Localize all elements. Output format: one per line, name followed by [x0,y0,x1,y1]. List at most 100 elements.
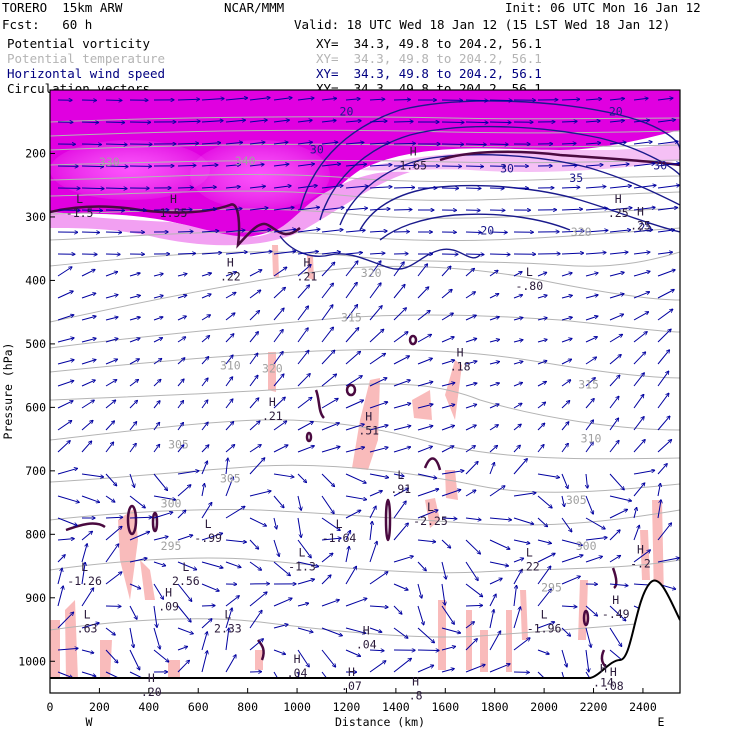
vector-arrow-446 [153,473,167,490]
vector-arrow-538 [489,539,510,549]
vector-arrow-302 [441,337,454,343]
vector-arrow-63 [321,142,338,144]
vector-arrow-560 [393,556,413,563]
vector-arrow-402 [345,424,364,431]
vector-arrow-143 [369,209,390,210]
extremum-value-19: 2.56 [172,574,200,588]
vector-arrow-631 [225,608,232,629]
vector-arrow-475 [225,477,233,497]
vector-arrow-545 [657,523,671,541]
extremum-value-11: .91 [390,482,411,496]
vector-arrow-50 [633,120,649,122]
vector-arrow-379 [417,404,433,409]
vector-arrow-389 [657,393,669,409]
vector-arrow-253 [513,295,522,299]
field-name-theta: Potential temperature [7,51,166,66]
vector-arrow-606 [249,592,267,607]
vector-arrow-6 [201,99,224,100]
wind-label-4: 35 [569,171,583,185]
vector-arrow-5 [177,99,199,100]
vector-arrow-454 [345,473,366,483]
vector-arrow-211 [129,273,140,277]
vector-arrow-484 [441,490,461,497]
vector-arrow-193 [321,252,340,255]
vector-arrow-586 [393,583,408,590]
vector-arrow-380 [441,405,455,409]
extremum-value-17: -.2 [630,556,651,570]
vector-arrow-284 [633,312,648,321]
vector-arrow-323 [321,350,335,365]
vector-arrow-99 [561,165,577,166]
vector-arrow-442 [57,468,77,475]
theta-label-7: 305 [168,438,189,452]
vector-arrow-638 [393,627,408,638]
vector-arrow-514 [537,517,547,527]
vector-arrow-445 [129,473,134,487]
vector-arrow-299 [369,329,384,343]
vector-arrow-249 [417,287,429,299]
extremum-value-1: 1.55 [160,206,188,220]
vector-arrow-283 [609,314,623,321]
vector-arrow-447 [177,471,199,475]
extremum-type-28: H [148,671,155,685]
vector-arrow-564 [489,561,508,566]
vector-arrow-168 [345,230,365,232]
vector-arrow-620 [585,605,597,616]
vector-arrow-218 [297,265,311,277]
vector-arrow-305 [513,340,523,342]
vector-arrow-599 [81,588,93,607]
vector-arrow-641 [465,622,474,629]
extremum-value-16: .22 [519,559,540,573]
vector-arrow-292 [201,336,209,343]
vector-arrow-95 [465,166,483,167]
extremum-value-30: .08 [603,679,624,693]
vector-arrow-481 [369,491,382,497]
vector-arrow-456 [393,473,404,476]
vector-arrow-642 [489,610,494,629]
extremum-type-16: L [526,545,533,559]
vector-arrow-640 [441,627,460,633]
vector-arrow-361 [609,375,620,387]
vector-arrow-293 [225,334,234,343]
vector-arrow-385 [561,401,570,409]
vector-arrow-250 [441,290,452,299]
vector-arrow-691 [417,665,434,673]
wind-speed-contours [279,100,680,270]
vector-arrow-524 [153,537,168,541]
vector-arrow-271 [321,305,333,321]
vector-arrow-432 [441,446,454,453]
vector-arrow-257 [609,294,624,299]
extremum-type-13: L [205,517,212,531]
vector-arrow-423 [225,445,235,453]
vector-arrow-535 [417,539,436,542]
vector-arrow-659 [273,649,285,654]
vector-arrow-416 [57,441,70,453]
theta-label-1: 340 [235,154,256,168]
vector-arrow-288 [105,338,118,343]
vector-arrow-441 [657,440,671,453]
vector-arrow-572 [57,568,62,585]
vector-arrow-559 [369,541,377,563]
vector-arrow-587 [417,583,422,598]
vector-arrow-515 [561,517,572,532]
vector-arrow-248 [393,285,405,299]
vector-arrow-224 [441,266,451,277]
vector-arrow-85 [225,165,240,166]
vector-arrow-534 [393,523,408,541]
vector-arrow-662 [345,649,360,656]
extremum-type-6: H [303,255,310,269]
vector-arrow-422 [201,445,209,453]
vector-arrow-521 [81,531,92,541]
init-time: Init: 06 UTC Mon 16 Jan 12 [505,0,701,15]
vector-arrow-474 [201,484,204,497]
extremum-value-10: .51 [358,424,379,438]
x-tick-label-7: 1400 [382,700,410,714]
vector-arrow-531 [321,538,341,541]
vector-arrow-128 [633,185,656,189]
vector-arrow-344 [201,378,208,387]
pv-low-level-patches [50,245,664,680]
vector-arrow-61 [273,142,288,144]
vector-arrow-473 [177,485,191,497]
vector-arrow-324 [345,352,360,365]
vector-arrow-503 [273,517,277,529]
